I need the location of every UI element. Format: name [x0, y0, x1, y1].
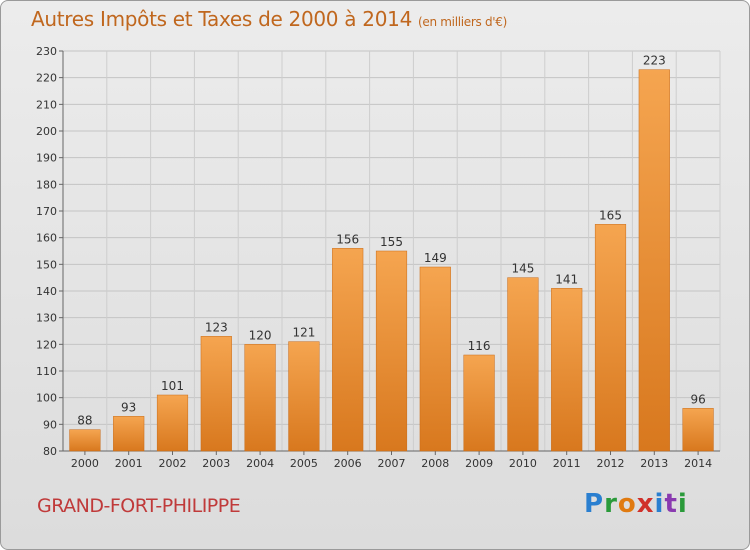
chart-title-text: Autres Impôts et Taxes de 2000 à 2014 — [31, 7, 412, 31]
x-tick-label: 2014 — [684, 457, 712, 470]
y-tick-label: 210 — [36, 98, 57, 111]
data-label: 156 — [336, 232, 359, 246]
data-label: 116 — [468, 339, 491, 353]
data-label: 149 — [424, 251, 447, 265]
x-tick-label: 2008 — [421, 457, 449, 470]
x-tick-label: 2003 — [202, 457, 230, 470]
y-tick-label: 150 — [36, 258, 57, 271]
data-labels: 88 93 101 123 120 121 156 155 149 116 145 141 165 223… — [77, 54, 705, 428]
x-tick-label: 2007 — [378, 457, 406, 470]
x-tick-labels: 2000 2001 2002 2003 2004 2005 2006 2007 2008 2009… — [71, 457, 712, 470]
y-tick-label: 140 — [36, 285, 57, 298]
chart-title: Autres Impôts et Taxes de 2000 à 2014 (en… — [31, 7, 507, 31]
x-tick-label: 2005 — [290, 457, 318, 470]
y-tick-label: 130 — [36, 312, 57, 325]
bar — [594, 224, 627, 452]
x-tick-label: 2006 — [334, 457, 362, 470]
y-tick-label: 120 — [36, 338, 57, 351]
data-label: 155 — [380, 235, 403, 249]
logo-letter: t — [664, 489, 678, 519]
bar — [638, 69, 670, 452]
data-label: 165 — [599, 208, 622, 222]
x-tick-label: 2013 — [640, 457, 668, 470]
x-tick-label: 2010 — [509, 457, 537, 470]
commune-name: GRAND-FORT-PHILIPPE — [37, 495, 241, 517]
data-label: 120 — [249, 328, 272, 342]
y-tick-label: 80 — [43, 445, 57, 458]
data-label: 223 — [643, 54, 666, 68]
bar — [551, 288, 583, 452]
bar — [156, 394, 189, 452]
bar — [332, 248, 364, 452]
x-tick-label: 2004 — [246, 457, 274, 470]
bar — [69, 429, 101, 452]
bar — [244, 344, 276, 452]
bar — [419, 266, 451, 452]
data-label: 123 — [205, 320, 228, 334]
y-tick-label: 160 — [36, 232, 57, 245]
data-label: 141 — [555, 272, 578, 286]
data-label: 101 — [161, 379, 184, 393]
data-label: 93 — [121, 400, 136, 414]
y-tick-label: 190 — [36, 152, 57, 165]
logo-letter: i — [677, 489, 688, 519]
bar — [113, 416, 145, 452]
y-tick-label: 220 — [36, 72, 57, 85]
y-tick-label: 90 — [43, 418, 57, 431]
x-tick-label: 2000 — [71, 457, 99, 470]
bar — [375, 250, 408, 452]
y-tick-label: 100 — [36, 392, 57, 405]
x-tick-label: 2002 — [159, 457, 187, 470]
logo-letter: i — [654, 489, 665, 519]
bars — [69, 69, 714, 452]
bar — [200, 336, 232, 452]
proxiti-logo[interactable]: Proxiti — [584, 489, 688, 519]
bar — [507, 277, 539, 452]
logo-letter: o — [617, 489, 637, 519]
y-tick-label: 180 — [36, 178, 57, 191]
data-label: 145 — [511, 262, 534, 276]
logo-letter: x — [636, 489, 655, 519]
x-tick-label: 2009 — [465, 457, 493, 470]
data-label: 96 — [690, 392, 705, 406]
logo-letter: r — [604, 489, 618, 519]
y-tick-label: 230 — [36, 45, 57, 58]
data-label: 88 — [77, 414, 92, 428]
bar — [463, 354, 495, 452]
y-tick-label: 170 — [36, 205, 57, 218]
bar — [288, 341, 320, 452]
bar — [682, 408, 714, 452]
y-tick-label: 110 — [36, 365, 57, 378]
x-tick-label: 2001 — [115, 457, 143, 470]
y-tick-label: 200 — [36, 125, 57, 138]
x-tick-label: 2012 — [597, 457, 625, 470]
chart-subtitle: (en milliers d'€) — [418, 15, 508, 29]
logo-letter: P — [584, 489, 605, 519]
data-label: 121 — [292, 326, 315, 340]
y-tick-labels: 80 90 100 110 120 130 140 150 160 170 180 190 200 210… — [36, 45, 57, 458]
x-tick-label: 2011 — [553, 457, 581, 470]
